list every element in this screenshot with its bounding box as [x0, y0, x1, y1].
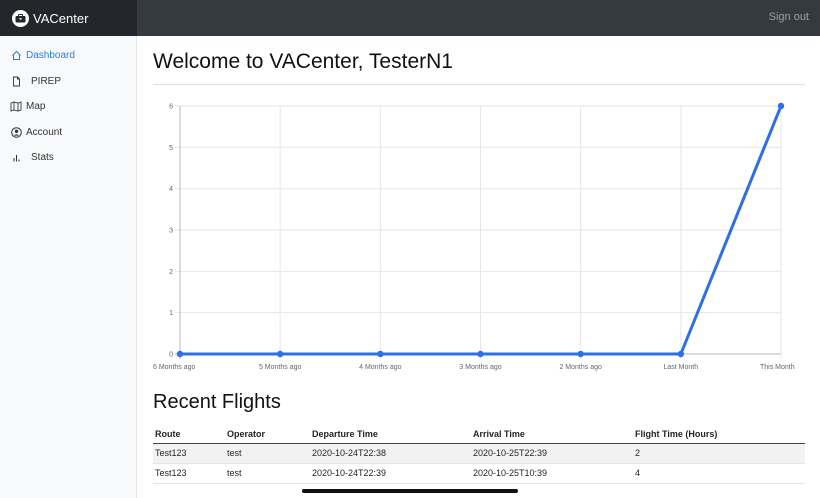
y-tick-label: 1	[169, 310, 173, 317]
file-icon	[10, 75, 22, 87]
cell-route: Test123	[153, 443, 225, 464]
y-tick-label: 3	[169, 228, 173, 235]
map-icon	[10, 101, 22, 113]
sign-out-link[interactable]: Sign out	[768, 11, 809, 23]
recent-flights-table: Route Operator Departure Time Arrival Ti…	[153, 425, 805, 484]
x-tick-label: 2 Months ago	[559, 364, 602, 371]
cell-arrival-time: 2020-10-25T10:39	[471, 463, 633, 484]
sidebar: Dashboard PIREP Map Account Stats	[0, 36, 137, 498]
x-tick-label: 6 Months ago	[153, 364, 196, 371]
sidebar-item-label: PIREP	[31, 75, 62, 87]
cell-departure-time: 2020-10-24T22:39	[310, 463, 471, 484]
brand-link[interactable]: VACenter	[0, 0, 137, 36]
cell-flight-time: 4	[633, 463, 805, 484]
column-header-departure: Departure Time	[310, 425, 471, 444]
page-title: Welcome to VACenter, TesterN1	[153, 50, 453, 73]
data-point	[276, 350, 284, 358]
sidebar-item-stats[interactable]: Stats	[0, 145, 136, 171]
title-divider	[153, 84, 805, 85]
column-header-flight-time: Flight Time (Hours)	[633, 425, 805, 444]
x-tick-label: This Month	[760, 364, 795, 371]
y-tick-label: 4	[169, 186, 173, 193]
sidebar-item-label: Account	[26, 126, 63, 138]
y-tick-label: 2	[169, 269, 173, 276]
cell-route: Test123	[153, 463, 225, 484]
x-tick-label: Last Month	[664, 364, 699, 371]
data-point	[377, 350, 384, 358]
bar-chart-icon	[10, 152, 22, 164]
brand-name: VACenter	[33, 10, 89, 26]
user-circle-icon	[10, 126, 22, 138]
column-header-arrival: Arrival Time	[471, 425, 633, 444]
table-row: Test123 test 2020-10-24T22:38 2020-10-25…	[153, 443, 805, 464]
sidebar-item-dashboard[interactable]: Dashboard	[0, 43, 136, 69]
data-point	[777, 102, 785, 110]
home-indicator	[302, 489, 518, 493]
data-point	[577, 350, 584, 358]
main-content: Welcome to VACenter, TesterN1 0 1 2 3 4 5 6 6 M…	[153, 36, 805, 484]
cell-flight-time: 2	[633, 443, 805, 464]
recent-flights-title: Recent Flights	[153, 391, 281, 413]
sidebar-item-account[interactable]: Account	[0, 120, 136, 146]
flights-line-chart: 0 1 2 3 4 5 6 6 Months ago 5 Months ago 4 Months …	[153, 102, 795, 371]
sidebar-item-map[interactable]: Map	[0, 94, 136, 120]
sidebar-item-pirep[interactable]: PIREP	[0, 69, 136, 95]
x-tick-label: 4 Months ago	[359, 364, 402, 371]
x-tick-label: 5 Months ago	[259, 364, 302, 371]
cell-operator: test	[225, 443, 310, 464]
table-row: Test123 test 2020-10-24T22:39 2020-10-25…	[153, 463, 805, 484]
data-point	[677, 350, 685, 358]
data-point	[477, 350, 484, 358]
cell-operator: test	[225, 463, 310, 484]
cell-arrival-time: 2020-10-25T22:39	[471, 443, 633, 464]
y-tick-label: 5	[169, 145, 173, 152]
sidebar-item-label: Stats	[31, 152, 54, 164]
x-tick-label: 3 Months ago	[459, 364, 502, 371]
data-point	[176, 350, 184, 358]
top-navbar: VACenter Sign out	[0, 0, 820, 36]
y-tick-label: 6	[169, 104, 173, 111]
sidebar-item-label: Dashboard	[26, 50, 75, 62]
table-header-row: Route Operator Departure Time Arrival Ti…	[153, 425, 805, 444]
cell-departure-time: 2020-10-24T22:38	[310, 443, 471, 464]
y-tick-label: 0	[169, 352, 173, 359]
home-icon	[10, 50, 22, 62]
briefcase-icon	[12, 9, 29, 27]
column-header-operator: Operator	[225, 425, 310, 444]
sidebar-item-label: Map	[26, 101, 46, 113]
column-header-route: Route	[153, 425, 225, 444]
